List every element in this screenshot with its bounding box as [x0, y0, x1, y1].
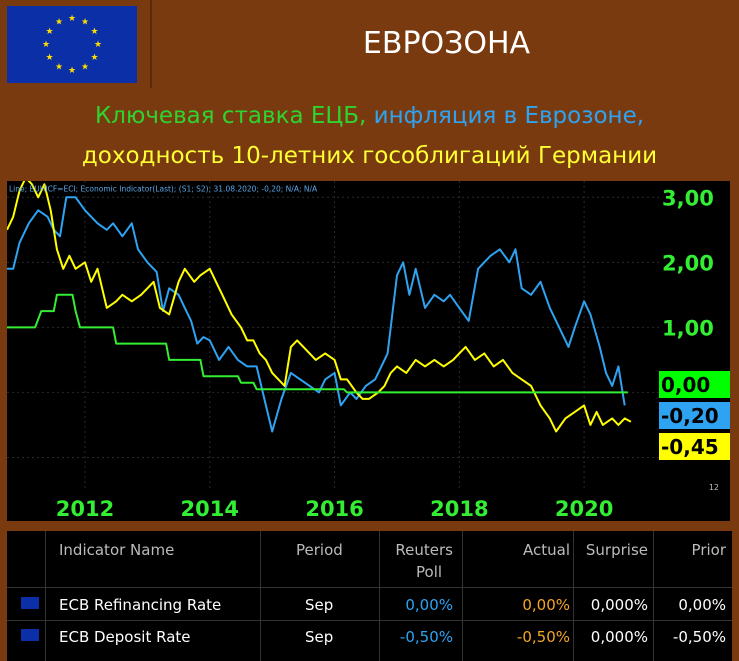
last-value-label: -0,20 — [661, 404, 719, 428]
table-row-1-poll: 0,00% — [405, 596, 453, 614]
series-line-2 — [7, 181, 632, 433]
table-row-1-actual: 0,00% — [522, 596, 570, 614]
subtitle-inflation: инфляция в Еврозоне, — [366, 103, 645, 129]
subtitle-ecb-rate: Ключевая ставка ЕЦБ, — [94, 103, 367, 129]
col-header-reuters[interactable]: Reuters — [395, 541, 453, 559]
y-tick-label: 1,00 — [662, 316, 714, 340]
indicator-table: Indicator Name Period Reuters Poll Actua… — [7, 531, 732, 661]
last-value-box — [659, 402, 730, 429]
flag-star-icon: ★ — [42, 40, 50, 50]
col-header-actual[interactable]: Actual — [523, 541, 570, 559]
flag-star-icon: ★ — [45, 53, 53, 63]
subtitle-bund-yield: доходность 10-летних гособлигаций Герман… — [81, 143, 658, 169]
x-tick-label: 2018 — [430, 497, 488, 521]
table-row-2-period: Sep — [305, 628, 334, 646]
x-tick-label: 2014 — [181, 497, 239, 521]
flag-star-icon: ★ — [55, 17, 63, 27]
flag-star-icon: ★ — [68, 66, 76, 76]
col-header-period[interactable]: Period — [296, 541, 343, 559]
col-header-indicator-name[interactable]: Indicator Name — [59, 541, 175, 559]
x-tick-label: 2016 — [305, 497, 363, 521]
y-tick-label: 3,00 — [662, 186, 714, 210]
eu-flag-icon — [21, 629, 39, 641]
col-header-poll[interactable]: Poll — [416, 563, 443, 581]
col-header-prior[interactable]: Prior — [691, 541, 726, 559]
table-row-1-name[interactable]: ECB Refinancing Rate — [59, 596, 222, 614]
last-value-box — [659, 433, 730, 460]
table-row-2-poll: -0,50% — [399, 628, 453, 646]
flag-star-icon: ★ — [68, 14, 76, 24]
table-row-2-prior: -0,50% — [672, 628, 726, 646]
flag-star-icon: ★ — [45, 27, 53, 37]
eu-flag-icon: ★ ★ ★ ★ ★ ★ ★ ★ ★ ★ ★ ★ — [7, 6, 137, 83]
page-title: ЕВРОЗОНА — [362, 26, 531, 61]
eu-flag-icon — [21, 597, 39, 609]
chart-right-axis: 3,00 2,00 1,00 0,00 -0,20 -0,45 12 — [659, 181, 730, 521]
series-line-3 — [7, 293, 628, 394]
flag-star-icon: ★ — [90, 27, 98, 37]
table-row-1-period: Sep — [305, 596, 334, 614]
flag-star-icon: ★ — [81, 17, 89, 27]
last-value-label: 0,00 — [661, 373, 710, 397]
header-flag-panel: ★ ★ ★ ★ ★ ★ ★ ★ ★ ★ ★ ★ — [0, 0, 148, 88]
chart-subtitle: Ключевая ставка ЕЦБ, инфляция в Еврозоне… — [0, 92, 739, 180]
col-header-surprise[interactable]: Surprise — [585, 541, 648, 559]
series-line-1 — [7, 196, 626, 433]
chart-legend-text: Line; EUHICF=ECI; Economic Indicator(Las… — [9, 185, 318, 194]
chart-plot-area: Line; EUHICF=ECI; Economic Indicator(Las… — [7, 181, 659, 490]
table-row-2-surprise: 0,000% — [590, 628, 648, 646]
table-row-1-surprise: 0,000% — [590, 596, 648, 614]
last-value-box — [659, 371, 730, 398]
flag-star-icon: ★ — [94, 40, 102, 50]
x-tick-label: 2020 — [555, 497, 613, 521]
flag-star-icon: ★ — [90, 53, 98, 63]
header-title-panel: ЕВРОЗОНА — [150, 0, 739, 88]
x-tick-label: 2012 — [56, 497, 114, 521]
last-value-label: -0,45 — [661, 435, 719, 459]
table-row-2-name[interactable]: ECB Deposit Rate — [59, 628, 191, 646]
y-tick-label: 2,00 — [662, 251, 714, 275]
table-row-1-prior: 0,00% — [678, 596, 726, 614]
flag-star-icon: ★ — [55, 63, 63, 73]
flag-star-icon: ★ — [81, 63, 89, 73]
table-row-2-actual: -0,50% — [516, 628, 570, 646]
y-axis-corner-label: 12 — [709, 483, 719, 492]
